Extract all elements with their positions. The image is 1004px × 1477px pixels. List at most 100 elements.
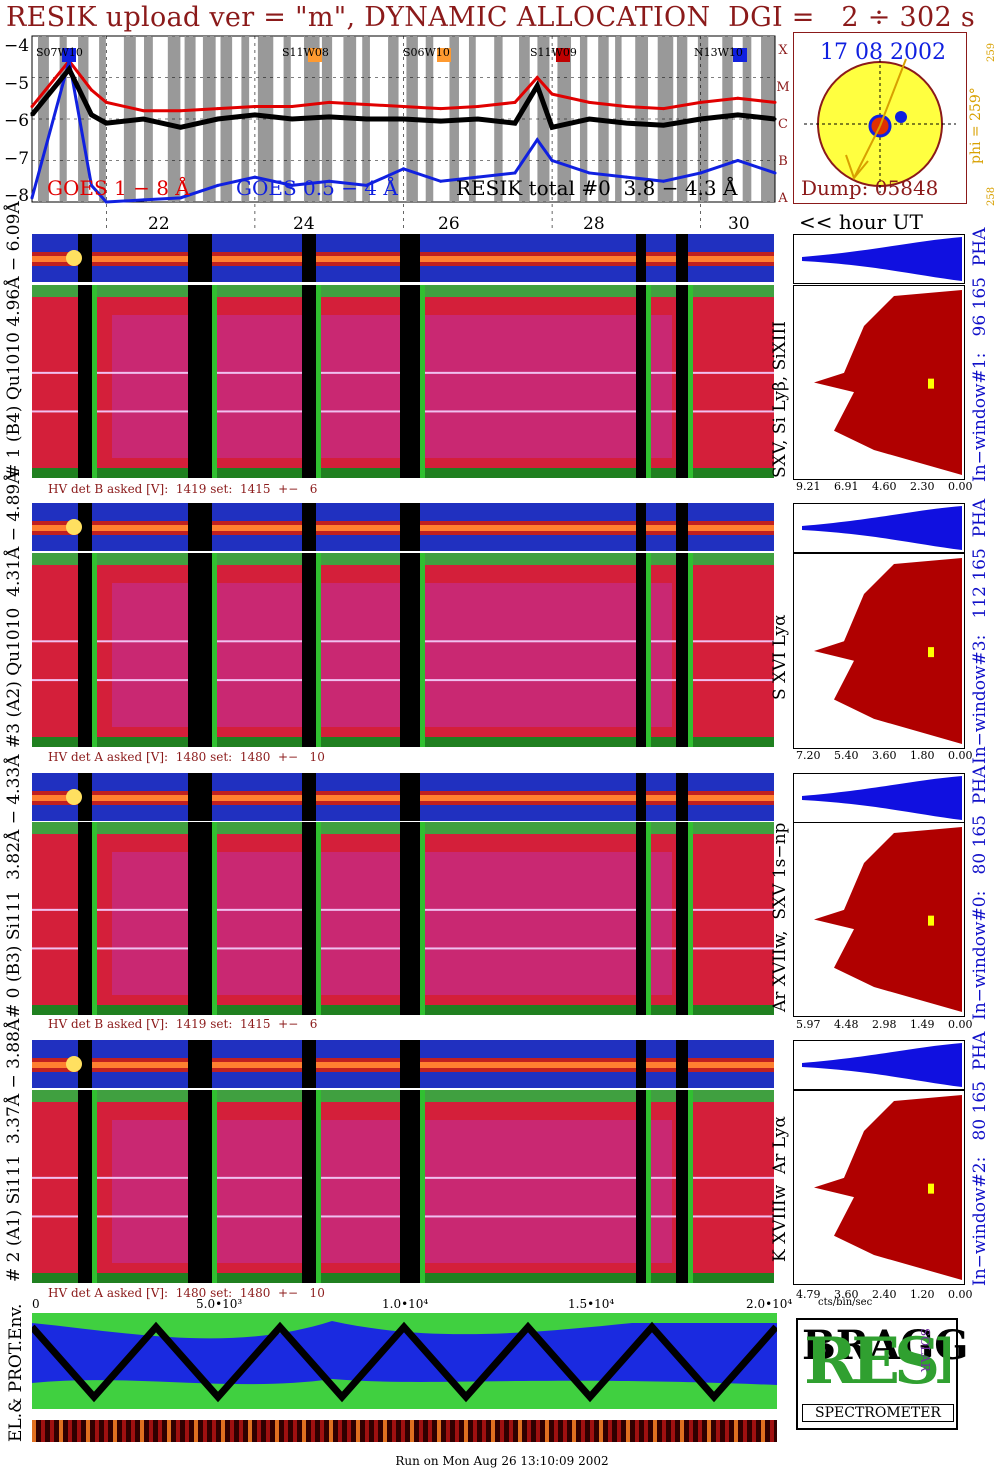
- hv-info: HV det A asked [V]: 1480 set: 1480 +− 10: [48, 1286, 325, 1300]
- x-tick-label: 26: [438, 214, 460, 234]
- data-point: [439, 107, 443, 111]
- spectrum-axis-tick: 1.20: [910, 1288, 935, 1301]
- logo-bragg: BRAGG: [802, 1322, 969, 1369]
- y-tick-label: −5: [4, 74, 30, 94]
- spectral-line-label: S XVI Lyα: [770, 614, 790, 700]
- sun-disk-icon: [804, 53, 956, 193]
- flare-class-axis: X M C B A: [776, 32, 790, 217]
- orbit-zigzag: [32, 1321, 777, 1403]
- spectrum-axis-tick: 4.79: [796, 1288, 821, 1301]
- pha-histogram: [793, 1040, 965, 1090]
- region-label: S06W10: [403, 46, 450, 59]
- data-point: [89, 183, 93, 187]
- region-label: S07W10: [36, 46, 83, 59]
- data-point: [773, 117, 777, 121]
- window-count-label: In−window#2: 80 165 PHA: [970, 1031, 990, 1286]
- spectrum-axis-tick: 3.60: [872, 749, 897, 762]
- legend-goes-long: GOES 1 − 8 Å: [47, 176, 190, 200]
- data-point: [141, 117, 145, 121]
- x-tick-label: 5.0•10³: [196, 1297, 243, 1311]
- x-tick-label: 28: [583, 214, 605, 234]
- data-point: [439, 179, 443, 183]
- data-point: [439, 119, 443, 123]
- data-point: [476, 117, 480, 121]
- y-tick-label: −8: [4, 186, 30, 206]
- environment-strip: [32, 1420, 777, 1442]
- spectrum-axis-tick: 0.00: [948, 1018, 973, 1031]
- spectrum-axis-tick: 4.48: [834, 1018, 859, 1031]
- channel-label: # 0 (B3) Si111 3.82Å − 4.33Å: [4, 754, 24, 1019]
- goes-lightcurve-chart: [0, 30, 790, 235]
- x-tick-label: 1.5•10⁴: [568, 1297, 615, 1311]
- sun-position-panel: [793, 32, 967, 204]
- data-point: [364, 183, 368, 187]
- data-point: [699, 100, 703, 104]
- spectrum-profile: [793, 1090, 965, 1285]
- data-point: [89, 88, 93, 92]
- page-title: RESIK upload ver = "m", DYNAMIC ALLOCATI…: [6, 2, 976, 33]
- data-point: [476, 105, 480, 109]
- spectrogram-panel: [32, 822, 774, 1015]
- spectrum-axis-tick: 1.80: [910, 749, 935, 762]
- data-point: [104, 121, 108, 125]
- data-gap-band: [184, 36, 196, 202]
- data-point: [179, 125, 183, 129]
- spectral-line-label: Ar XVIIw, SXV 1s−np: [770, 822, 790, 1012]
- data-point: [662, 107, 666, 111]
- x-tick-label: 1.0•10⁴: [382, 1297, 429, 1311]
- data-point: [104, 100, 108, 104]
- data-point: [216, 117, 220, 121]
- region-marker: [733, 48, 747, 62]
- data-point: [513, 171, 517, 175]
- data-point: [402, 105, 405, 109]
- data-point: [624, 121, 628, 125]
- region-marker: [437, 48, 451, 62]
- data-point: [624, 175, 628, 179]
- spectrogram-panel: [32, 1090, 774, 1283]
- lightcurve-strip: [32, 234, 774, 282]
- env-label: EL.& PROT.Env.: [6, 1303, 26, 1442]
- data-point: [290, 117, 294, 121]
- spectrum-axis-tick: 5.97: [796, 1018, 821, 1031]
- pha-histogram: [793, 234, 965, 284]
- spectrum-axis-tick: 4.60: [872, 480, 897, 493]
- dump-number: Dump: 05848: [801, 176, 939, 200]
- data-point: [30, 105, 34, 109]
- class-letter: M: [776, 80, 790, 95]
- region-marker: [308, 48, 322, 62]
- data-point: [535, 84, 539, 88]
- data-gap-band: [241, 36, 250, 202]
- axis-unit-label: cts/bin/sec: [818, 1297, 873, 1308]
- data-point: [476, 175, 480, 179]
- data-point: [141, 109, 145, 113]
- hour-axis-label: << hour UT: [799, 210, 923, 234]
- pha-histogram: [793, 503, 965, 553]
- region-marker: [556, 48, 570, 62]
- lightcurve-strip: [32, 1040, 774, 1088]
- hv-info: HV det A asked [V]: 1480 set: 1480 +− 10: [48, 750, 325, 764]
- class-letter: A: [778, 191, 788, 206]
- region-marker: [62, 48, 76, 62]
- window-count-label: In−window#3: 112 165 PHA: [970, 498, 990, 764]
- data-point: [773, 171, 777, 175]
- env-x-axis: 0 5.0•10³ 1.0•10⁴ 1.5•10⁴ 2.0•10⁴: [32, 1297, 792, 1313]
- spectrum-profile: [793, 822, 965, 1017]
- data-point: [179, 109, 183, 113]
- data-point: [736, 159, 740, 162]
- data-point: [550, 159, 554, 162]
- data-point: [327, 100, 331, 104]
- resik-logo: BRAGG RESIK SOLAR SPECTROMETER: [796, 1318, 968, 1430]
- data-point: [736, 96, 740, 100]
- spectrum-axis-tick: 9.21: [796, 480, 821, 493]
- x-tick-label: 0: [32, 1297, 40, 1311]
- spectrum-axis-tick: 2.40: [872, 1288, 897, 1301]
- data-point: [290, 183, 294, 187]
- data-point: [364, 102, 368, 106]
- window-count-label: In−window#0: 80 165 PHA: [970, 765, 990, 1020]
- data-point: [587, 171, 591, 175]
- hv-info: HV det B asked [V]: 1419 set: 1415 +− 6: [48, 482, 318, 496]
- data-point: [290, 105, 294, 109]
- data-point: [662, 179, 666, 183]
- region-label: S11W09: [530, 46, 577, 59]
- spectrum-axis-tick: 3.60: [834, 1288, 859, 1301]
